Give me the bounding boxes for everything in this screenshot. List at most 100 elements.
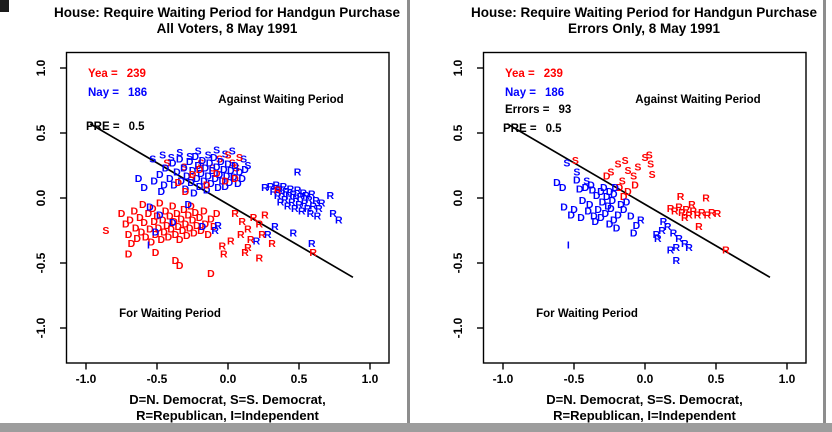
data-point-letter: D	[159, 215, 167, 227]
data-point-letter: R	[335, 215, 343, 227]
data-point-letter: R	[667, 245, 675, 257]
data-point-letter: D	[180, 204, 188, 216]
data-point-letter: S	[233, 163, 240, 175]
data-point-letter: R	[702, 193, 710, 205]
data-point-letter: D	[631, 180, 639, 192]
window-corner-artifact	[0, 0, 9, 12]
data-point-letter: D	[213, 208, 221, 220]
data-point-letter: R	[688, 199, 696, 211]
data-point-letter: D	[175, 177, 183, 189]
x-axis-label-line2: R=Republican, I=Independent	[136, 408, 319, 423]
data-point-letter: R	[261, 209, 269, 221]
legend-nay: Nay = 186	[88, 87, 148, 99]
data-point-letter: S	[195, 146, 202, 158]
data-point-letter: D	[187, 200, 195, 212]
data-point-letter: D	[230, 172, 238, 184]
data-point-letter: R	[637, 215, 645, 227]
x-tick-label: -1.0	[492, 372, 514, 386]
y-tick-label: -1.0	[34, 317, 48, 339]
data-point-letter: D	[592, 216, 600, 228]
data-point-letter: D	[196, 181, 204, 193]
data-point-letter: D	[184, 209, 192, 221]
data-point-letter: S	[224, 150, 231, 162]
data-point-letter: R	[671, 206, 679, 218]
x-tick-label: -1.0	[75, 372, 97, 386]
data-point-letter: D	[200, 206, 208, 218]
data-point-letter: R	[667, 203, 675, 215]
data-point-letter: R	[685, 209, 693, 221]
data-point-letter: R	[261, 182, 269, 194]
data-point-letter: D	[152, 226, 160, 238]
data-point-letter: S	[229, 146, 236, 158]
data-point-letter: I	[567, 239, 570, 251]
data-point-letter: D	[179, 225, 187, 237]
data-point-letter: R	[231, 208, 239, 220]
data-point-letter: R	[291, 203, 299, 215]
data-point-letter: D	[616, 182, 624, 194]
plot-title: House: Require Waiting Period for Handgu…	[470, 5, 818, 20]
data-point-letter: R	[307, 208, 315, 220]
data-point-letter: R	[658, 225, 666, 237]
data-point-letter: R	[270, 186, 278, 198]
data-point-letter: R	[290, 189, 298, 201]
data-point-letter: D	[192, 207, 200, 219]
data-point-letter: S	[222, 148, 229, 160]
data-point-letter: D	[173, 208, 181, 220]
data-point-letter: R	[672, 242, 680, 254]
data-point-letter: D	[224, 159, 232, 171]
data-point-letter: R	[278, 187, 286, 199]
data-point-letter: R	[214, 220, 222, 232]
data-point-letter: D	[219, 176, 227, 188]
data-point-letter: R	[275, 183, 283, 195]
data-point-letter: R	[681, 238, 689, 250]
y-tick-label: 1.0	[34, 59, 48, 77]
data-point-letter: D	[201, 163, 209, 175]
data-point-letter: R	[681, 212, 689, 224]
data-point-letter: D	[601, 208, 609, 220]
data-point-letter: D	[610, 189, 618, 201]
data-point-letter: D	[620, 191, 628, 203]
data-point-letter: R	[287, 183, 295, 195]
data-point-letter: D	[607, 203, 615, 215]
data-point-letter: R	[314, 211, 322, 223]
data-point-letter: D	[594, 204, 602, 216]
data-point-letter: R	[670, 228, 678, 240]
data-point-letter: D	[217, 156, 225, 168]
data-point-letter: D	[145, 208, 153, 220]
data-point-letter: D	[125, 229, 133, 241]
data-point-letter: D	[209, 165, 217, 177]
data-point-letter: D	[183, 230, 191, 242]
data-point-letter: D	[157, 234, 165, 246]
data-point-letter: D	[130, 206, 138, 218]
data-point-letter: D	[172, 255, 180, 267]
data-point-letter: D	[559, 182, 567, 194]
data-point-letter: S	[149, 154, 156, 166]
data-point-letter: S	[624, 165, 631, 177]
data-point-letter: D	[193, 220, 201, 232]
data-point-letter: D	[189, 165, 197, 177]
data-point-letter: D	[576, 183, 584, 195]
y-tick-label: -0.5	[34, 252, 48, 274]
data-point-letter: R	[704, 209, 712, 221]
annotation-against-waiting-period: Against Waiting Period	[218, 94, 344, 106]
data-point-letter: D	[140, 182, 148, 194]
data-point-letter: S	[630, 170, 637, 182]
data-point-letter: D	[165, 232, 173, 244]
data-point-letter: R	[654, 233, 662, 245]
x-tick-label: -0.5	[146, 372, 168, 386]
legend-errors: Errors = 93	[505, 104, 572, 116]
data-point-letter: D	[176, 260, 184, 272]
data-point-letter: D	[567, 209, 575, 221]
data-point-letter: D	[586, 199, 594, 211]
data-point-letter: R	[247, 234, 255, 246]
data-point-letter: S	[163, 157, 170, 169]
data-point-letter: S	[244, 160, 251, 172]
data-point-letter: D	[128, 238, 136, 250]
x-axis-label-line1: D=N. Democrat, S=S. Democrat,	[546, 392, 743, 407]
data-point-letter: R	[253, 235, 261, 247]
x-axis-label-line1: D=N. Democrat, S=S. Democrat,	[129, 392, 326, 407]
data-point-letter: R	[698, 207, 706, 219]
data-point-letter: D	[170, 180, 178, 192]
data-point-letter: S	[563, 157, 570, 169]
data-point-letter: R	[722, 245, 730, 257]
